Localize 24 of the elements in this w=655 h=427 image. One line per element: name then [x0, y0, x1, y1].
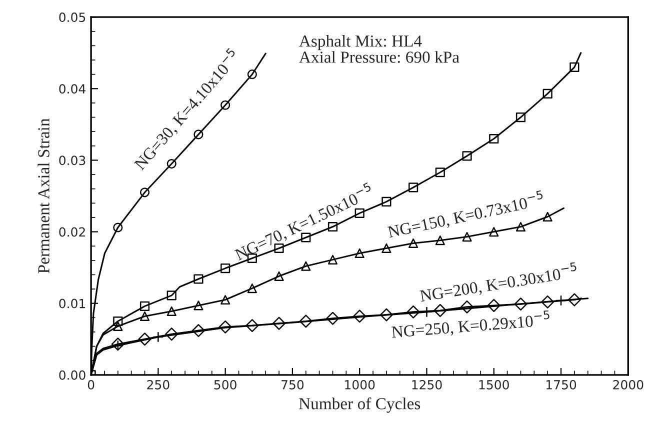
x-tick-label: 250 — [147, 380, 170, 390]
annotation: Axial Pressure: 690 kPa — [299, 51, 460, 63]
x-tick-label: 1250 — [412, 380, 442, 390]
annotation: Asphalt Mix: HL4 — [299, 34, 422, 50]
y-tick-label: 0.02 — [59, 227, 85, 237]
x-tick-label: 750 — [282, 380, 304, 390]
y-tick-label: 0.04 — [59, 84, 86, 94]
annotation: NG=200, K=0.30x10$^{−5}$ — [419, 262, 578, 304]
x-tick-label: 1500 — [479, 380, 509, 390]
x-tick-label: 0 — [88, 380, 94, 390]
x-tick-label: 2000 — [613, 380, 644, 390]
annotation: NG=70, K=1.50x10$^{−5}$ — [232, 182, 376, 263]
x-axis-title: Number of Cycles — [298, 397, 420, 413]
annotation: NG=250, K=0.29x10$^{−5}$ — [391, 310, 550, 340]
x-tick-label: 1750 — [546, 380, 576, 390]
y-tick-label: 0.01 — [59, 298, 86, 308]
y-tick-label: 0.00 — [59, 370, 86, 380]
x-tick-label: 1000 — [345, 380, 375, 390]
annotation: NG=150, K=0.73x10$^{−5}$ — [386, 190, 545, 240]
annotation: NG=30, K=4.10x10$^{−5}$ — [130, 48, 242, 172]
y-tick-label: 0.03 — [59, 156, 86, 166]
y-tick-label: 0.05 — [59, 12, 86, 22]
y-axis-title: Permanent Axial Strain — [38, 118, 50, 274]
x-tick-label: 500 — [214, 380, 236, 390]
